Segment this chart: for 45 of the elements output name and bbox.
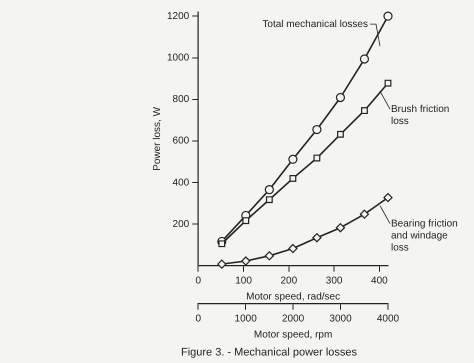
x2-tick-label: 1000 bbox=[234, 314, 258, 325]
y-tick-label: 600 bbox=[172, 136, 190, 147]
point bbox=[312, 233, 322, 242]
x2-tick-label: 0 bbox=[195, 314, 202, 325]
point bbox=[360, 54, 370, 64]
point bbox=[360, 210, 370, 219]
x-axis-title: Motor speed, rad/sec bbox=[246, 292, 340, 303]
point bbox=[383, 12, 393, 21]
y-axis-title: Power loss, W bbox=[152, 106, 163, 171]
y-tick-label: 400 bbox=[172, 177, 190, 188]
point bbox=[264, 251, 274, 260]
x-tick-label: 100 bbox=[235, 276, 252, 287]
point bbox=[241, 256, 250, 266]
point bbox=[336, 223, 346, 232]
point bbox=[384, 80, 392, 87]
point bbox=[313, 154, 320, 162]
series-label: Brush friction loss bbox=[391, 104, 450, 127]
x2-tick-label: 2000 bbox=[282, 314, 305, 325]
text: Figure 3. - Mechanical power losses bbox=[180, 346, 358, 358]
x-tick-label: 300 bbox=[326, 276, 343, 287]
point bbox=[289, 175, 296, 182]
y-tick-label: 1200 bbox=[166, 10, 190, 22]
point bbox=[383, 192, 393, 202]
point bbox=[312, 124, 322, 134]
x-tick-label: 200 bbox=[280, 276, 298, 287]
y-tick-label: 1000 bbox=[166, 52, 190, 64]
point bbox=[336, 92, 346, 102]
point bbox=[361, 107, 368, 114]
x-tick-label: 400 bbox=[371, 276, 388, 287]
series-label: Bearing friction and windage loss bbox=[391, 218, 458, 254]
y-tick-label: 200 bbox=[172, 218, 190, 230]
series-label: Total mechanical losses bbox=[262, 18, 368, 30]
point bbox=[266, 196, 273, 204]
point bbox=[288, 244, 298, 254]
point bbox=[264, 185, 274, 194]
point bbox=[218, 240, 226, 248]
x2-tick-label: 4000 bbox=[376, 314, 400, 325]
point bbox=[337, 130, 344, 138]
point bbox=[217, 260, 226, 269]
point bbox=[242, 217, 250, 224]
x2-tick-label: 3000 bbox=[329, 314, 352, 325]
y-tick-label: 800 bbox=[172, 94, 190, 106]
point bbox=[288, 154, 298, 164]
x-tick-label: 0 bbox=[195, 276, 202, 287]
x2-axis-title: Motor speed, rpm bbox=[254, 330, 332, 341]
